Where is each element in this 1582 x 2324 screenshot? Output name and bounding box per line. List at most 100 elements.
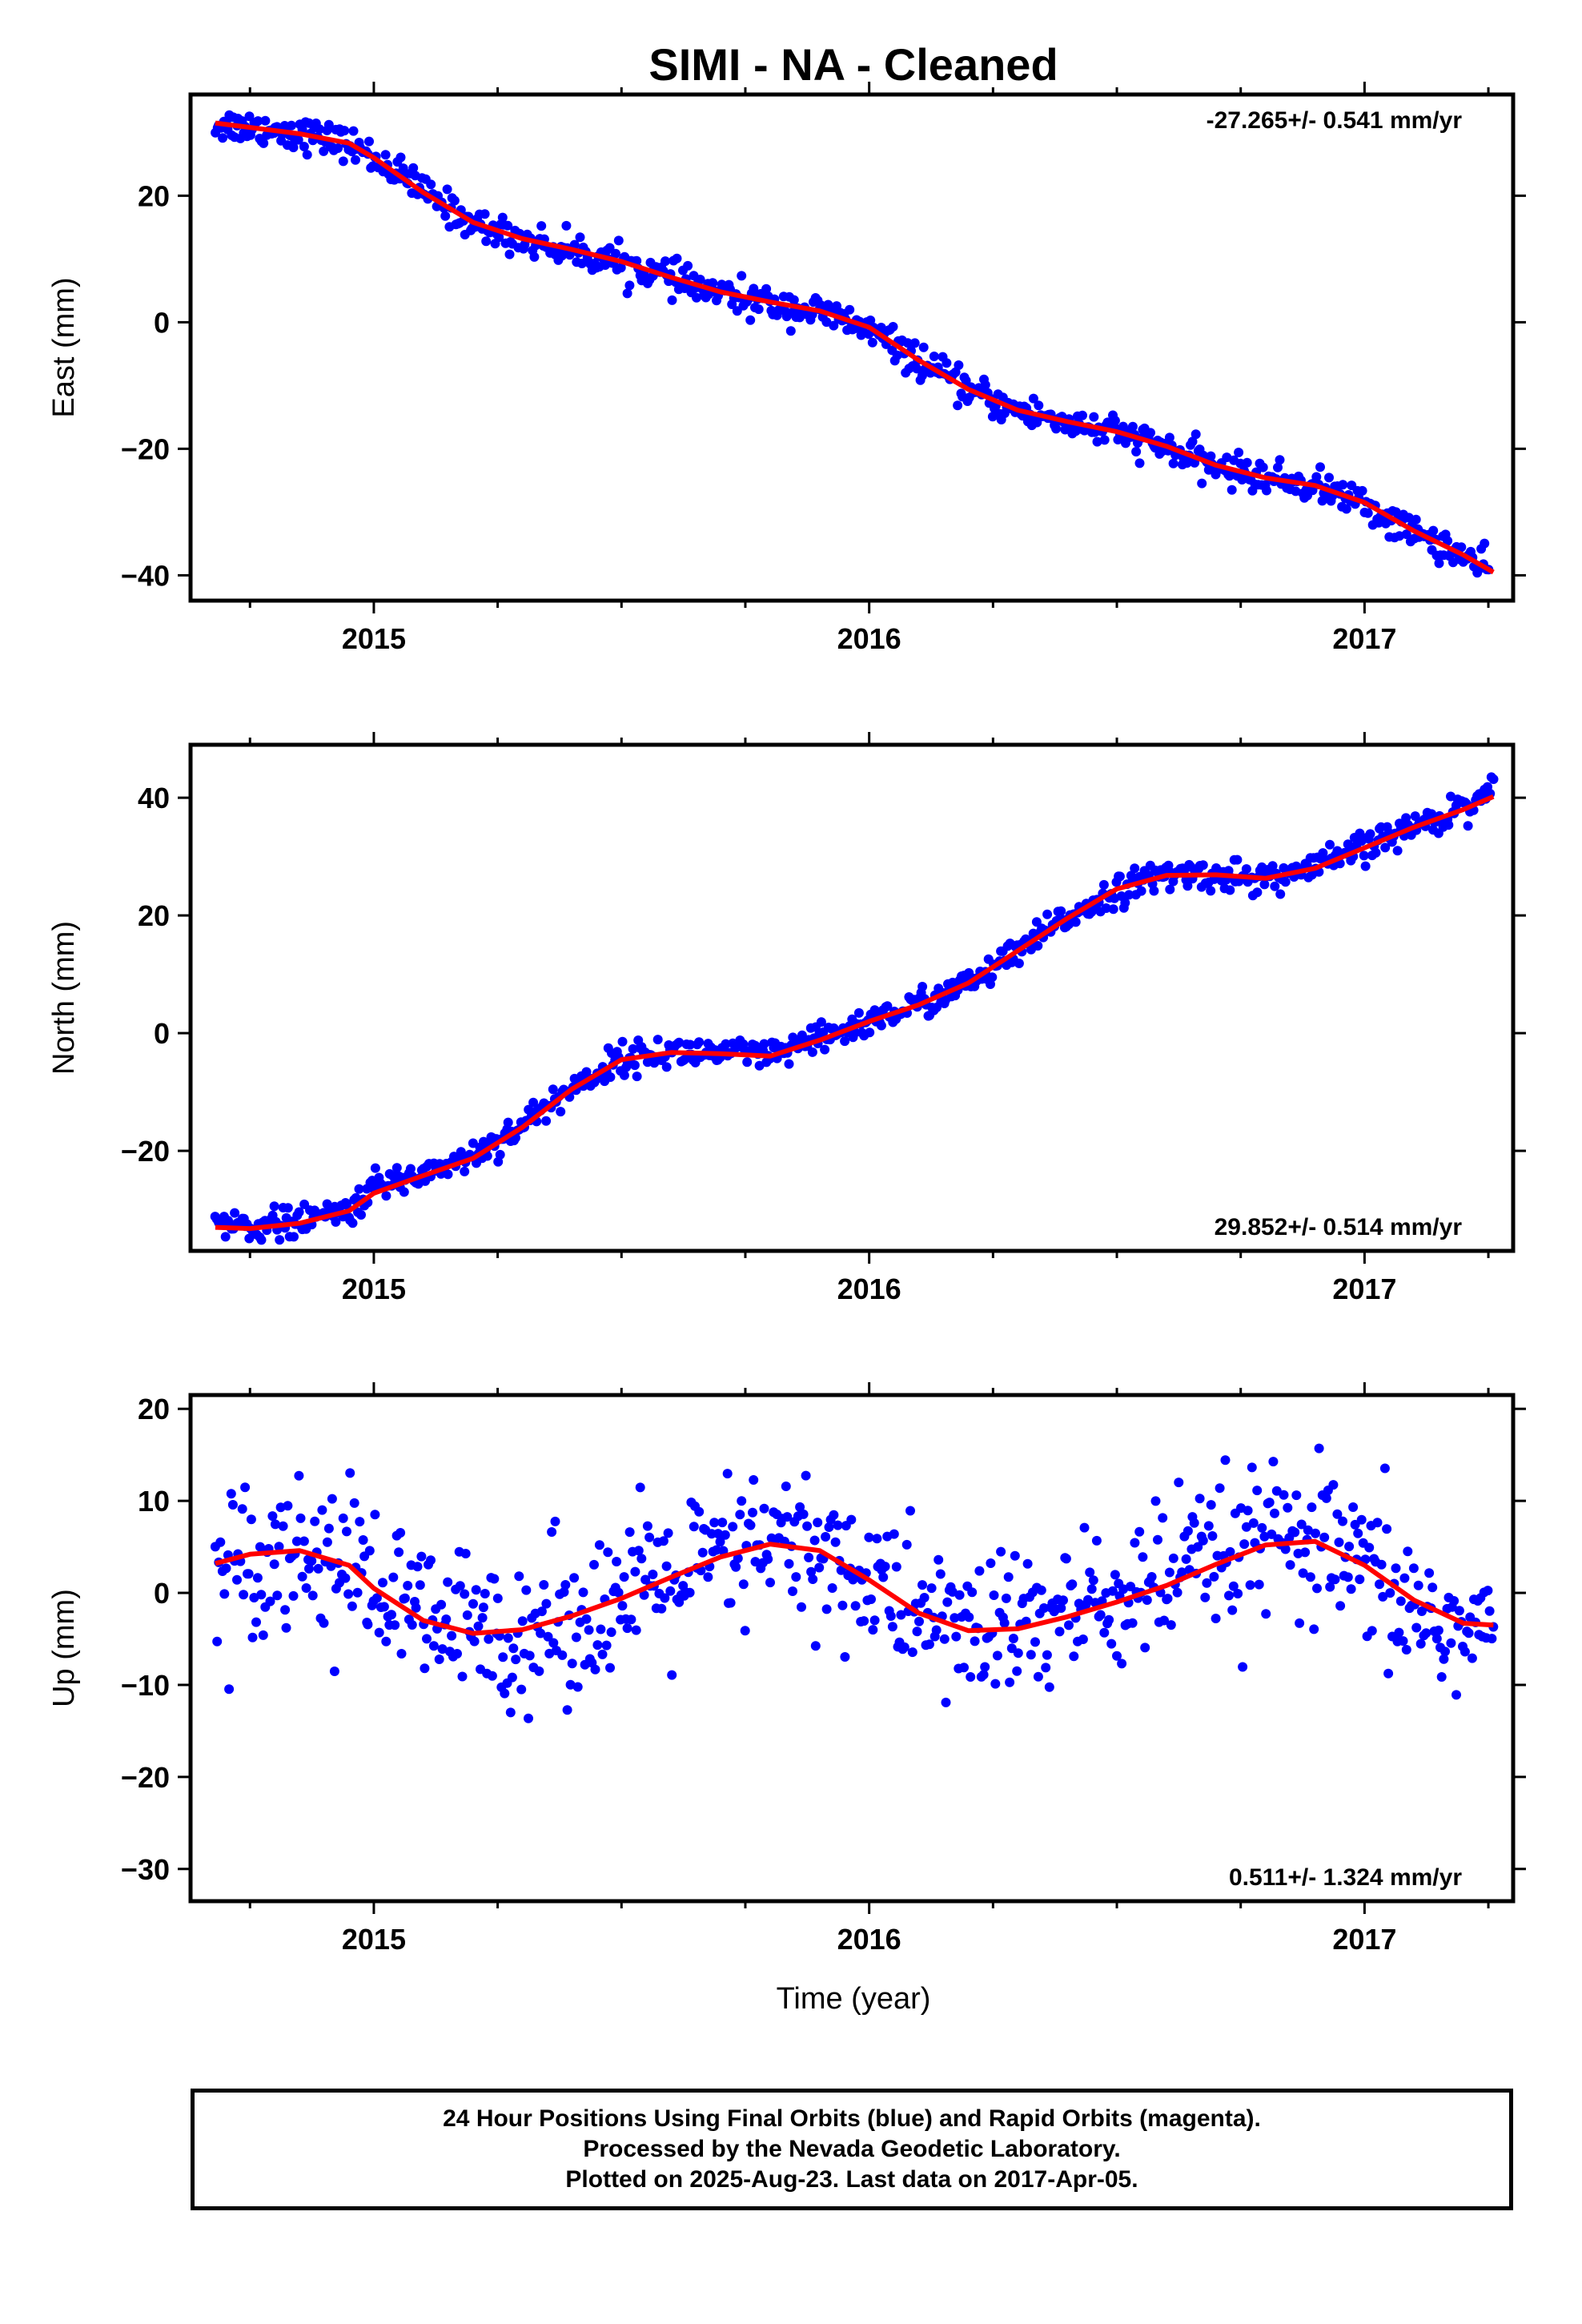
data-point [1140,1642,1150,1653]
data-point [1243,1506,1253,1516]
data-point [1307,1502,1317,1513]
data-point [1364,1542,1375,1553]
data-point [652,1035,663,1045]
data-point [901,1539,912,1550]
data-point [278,1521,288,1531]
data-point [613,1587,624,1598]
data-point [876,1020,886,1031]
data-point [338,156,348,167]
data-point [765,1578,775,1588]
east-panel: 2015 2016 2017 −40 −20 0 20 East (mm) -27.265+/-… [47,82,1526,655]
data-point [460,1549,471,1558]
data-point [1099,435,1110,445]
data-point [441,1614,452,1624]
data-point [865,316,876,325]
data-point [1382,1524,1392,1534]
data-point [442,184,452,195]
data-point [821,317,832,328]
data-point [703,1572,713,1582]
data-point [269,1559,279,1570]
data-point [345,1468,355,1478]
data-point [457,1671,468,1682]
data-point [1106,1638,1117,1649]
data-point [1110,1570,1120,1580]
data-point [1079,1522,1090,1533]
data-point [658,1536,669,1546]
y-ticks [178,796,1526,1152]
data-point [636,1554,647,1564]
data-point [1427,1582,1438,1593]
data-point [1346,1584,1356,1594]
data-point [868,1625,878,1635]
data-point [468,1138,478,1148]
data-point [685,1587,695,1598]
data-point [511,1655,521,1665]
data-point [246,1514,256,1525]
data-point [1206,451,1216,461]
data-point [219,1589,230,1599]
model-line [215,794,1495,1232]
data-point [807,1047,817,1057]
data-point [508,1643,519,1654]
data-point [745,1520,756,1530]
data-point [556,1107,566,1117]
data-point [1463,821,1473,831]
data-point [571,1632,581,1642]
data-point [708,278,718,288]
data-point [763,1554,773,1564]
data-point [313,1563,323,1574]
data-point [351,155,360,165]
data-point [1174,1478,1184,1488]
data-point [1028,393,1038,404]
data-point [497,212,508,223]
data-point [1209,1571,1219,1582]
data-point [781,1482,791,1491]
data-point [387,1610,396,1620]
data-point [1353,1528,1363,1538]
data-point [1411,1622,1422,1633]
data-point [351,1192,361,1203]
data-point [685,1039,696,1050]
data-point [327,1494,337,1504]
data-point [226,1489,236,1499]
x-tick-label: 2017 [1332,1273,1396,1305]
data-point [1108,904,1118,915]
data-point [814,1562,825,1573]
data-point [294,1470,304,1481]
data-point [584,1625,594,1635]
data-point [342,1200,351,1210]
data-point [1311,472,1322,482]
data-point [487,1671,497,1681]
data-point [820,1044,830,1055]
data-point [1378,1591,1388,1602]
data-point [887,1622,897,1632]
data-point [1168,1553,1178,1563]
data-point [548,1084,558,1095]
data-point [616,263,626,273]
data-point [721,1039,731,1049]
data-point [1311,1528,1320,1538]
data-point [1012,1666,1022,1676]
data-point [1187,436,1198,447]
data-point [1394,1627,1404,1638]
data-point [737,271,747,281]
data-point [788,1586,797,1596]
data-point [364,1546,375,1556]
data-point [759,1503,769,1514]
data-point [291,1536,302,1546]
data-point [592,1640,603,1651]
data-point [813,1518,823,1528]
data-point [1241,864,1251,875]
data-point [1398,1636,1408,1647]
data-point [364,136,374,147]
y-tick-label: −20 [121,1135,170,1168]
data-point [1092,436,1102,447]
data-point [1130,1538,1140,1548]
data-point [1150,1496,1161,1506]
data-point [889,1529,899,1539]
data-point [1010,1550,1020,1561]
data-point [578,1587,588,1598]
data-point [996,1546,1006,1557]
data-point [504,249,515,259]
data-point [1120,898,1130,908]
